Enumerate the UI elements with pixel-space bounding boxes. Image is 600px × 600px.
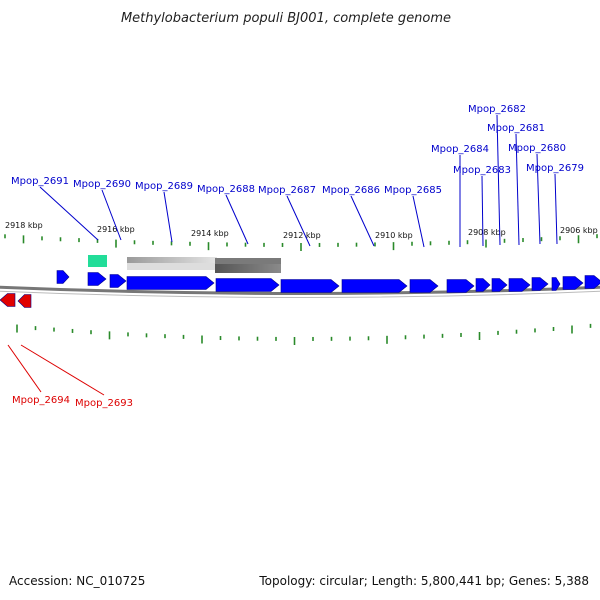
gene-arrow[interactable] [551,277,561,291]
leader-line [225,194,249,245]
gene-label[interactable]: Mpop_2685 [384,185,442,196]
leader-line [286,195,311,247]
gene-arrow[interactable] [475,278,491,292]
gene-label[interactable]: Mpop_2688 [197,184,255,195]
gene-track [0,270,600,308]
reverse-gene-arrow[interactable] [17,294,32,308]
leader-line [101,189,122,241]
gene-arrow[interactable] [531,277,549,291]
gene-arrow[interactable] [109,274,127,288]
gene-label[interactable]: Mpop_2686 [322,185,380,196]
gene-arrow[interactable] [56,270,70,284]
gene-label[interactable]: Mpop_2693 [75,398,133,409]
gene-label-leaders [7,114,558,396]
gene-label[interactable]: Mpop_2687 [258,185,316,196]
gene-label[interactable]: Mpop_2694 [12,395,70,406]
scale-tick-label: 2914 kbp [191,229,229,238]
region-bar-light[interactable] [127,257,217,263]
bottom-tick-marks [16,323,592,345]
gene-label[interactable]: Mpop_2680 [508,143,566,154]
scale-tick-label: 2912 kbp [283,231,321,240]
scale-tick-label: 2916 kbp [97,225,135,234]
gene-arrow[interactable] [508,278,531,292]
reverse-gene-arrow[interactable] [0,293,16,307]
gene-arrow[interactable] [126,276,215,290]
gene-label[interactable]: Mpop_2681 [487,123,545,134]
gene-arrow[interactable] [409,279,439,293]
gene-label[interactable]: Mpop_2689 [135,181,193,192]
genome-summary: Topology: circular; Length: 5,800,441 bp… [259,574,589,588]
leader-line [7,344,42,393]
gene-label[interactable]: Mpop_2684 [431,144,489,155]
gene-label[interactable]: Mpop_2682 [468,104,526,115]
leader-line [20,344,105,396]
gene-arrow[interactable] [446,279,475,293]
gene-arrow[interactable] [87,272,107,286]
gene-labels: Mpop_2691 Mpop_2690 Mpop_2689 Mpop_2688 Mpop… [11,104,584,409]
region-bar-dark[interactable] [215,258,281,264]
leader-line [412,195,425,248]
leader-line [481,175,484,247]
leader-line [39,186,99,241]
gene-arrow[interactable] [584,275,600,289]
scale-tick-label: 2906 kbp [560,226,598,235]
region-bar-dark-shade [215,264,281,273]
leader-line [554,173,558,245]
genome-title: Methylobacterium populi BJ001, complete … [121,11,451,26]
gene-label[interactable]: Mpop_2691 [11,176,69,187]
gene-arrow[interactable] [562,276,584,290]
gene-arrow[interactable] [280,279,340,293]
scale-tick-label: 2918 kbp [5,221,43,230]
leader-line [163,191,173,243]
gene-label[interactable]: Mpop_2683 [453,165,511,176]
genome-backbone-shadow [0,290,600,298]
leader-line [515,133,520,246]
gene-arrow[interactable] [341,279,408,293]
region-bar-light-shade [127,263,217,270]
gene-label[interactable]: Mpop_2679 [526,163,584,174]
leader-line [350,195,375,247]
leader-line [496,114,501,246]
gene-label[interactable]: Mpop_2690 [73,179,131,190]
scale-tick-label: 2908 kbp [468,228,506,237]
leader-line [536,153,541,245]
gene-arrow[interactable] [491,278,508,292]
scale-labels: 2918 kbp 2916 kbp 2914 kbp 2912 kbp 2910 kbp… [5,221,598,240]
gene-arrow[interactable] [215,278,280,292]
scale-tick-label: 2910 kbp [375,231,413,240]
accession-text: Accession: NC_010725 [9,574,146,588]
feature-marker[interactable] [88,255,107,267]
